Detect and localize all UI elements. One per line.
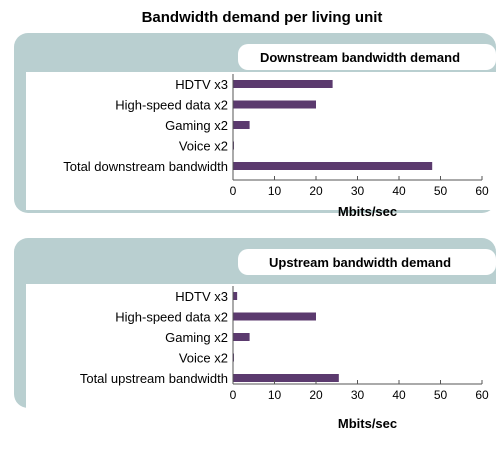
plot-area xyxy=(26,284,496,414)
x-tick-label: 40 xyxy=(392,184,406,198)
category-label: Total downstream bandwidth xyxy=(63,159,228,174)
bar-total-upstream-bandwidth xyxy=(233,374,339,382)
bar-hdtv-x3 xyxy=(233,292,238,300)
bar-hdtv-x3 xyxy=(233,80,333,88)
chart-title: Upstream bandwidth demand xyxy=(269,255,451,270)
category-label: High-speed data x2 xyxy=(115,98,228,113)
category-label: HDTV x3 xyxy=(175,289,228,304)
x-tick-label: 0 xyxy=(230,184,237,198)
chart-title-box xyxy=(238,44,496,70)
page-title: Bandwidth demand per living unit xyxy=(142,9,383,26)
category-label: HDTV x3 xyxy=(175,77,228,92)
category-label: High-speed data x2 xyxy=(115,310,228,325)
chart-title-box xyxy=(238,249,496,275)
x-axis-label: Mbits/sec xyxy=(338,416,397,431)
plot-area xyxy=(26,72,496,210)
bar-total-downstream-bandwidth xyxy=(233,162,433,170)
chart-panels: Downstream bandwidth demand HDTV x3 High-s… xyxy=(14,33,496,431)
bar-gaming-x2 xyxy=(233,333,250,341)
category-label: Voice x2 xyxy=(179,351,228,366)
bar-high-speed-data-x2 xyxy=(233,100,316,109)
x-tick-label: 40 xyxy=(392,388,406,402)
chart-panel-upstream: Upstream bandwidth demand HDTV x3 High-spe… xyxy=(14,238,496,431)
x-tick-label: 30 xyxy=(351,184,365,198)
x-tick-label: 60 xyxy=(475,184,489,198)
chart-panel-downstream: Downstream bandwidth demand HDTV x3 High-s… xyxy=(14,33,496,219)
chart-title: Downstream bandwidth demand xyxy=(260,50,460,65)
category-label: Gaming x2 xyxy=(165,330,228,345)
x-axis-label: Mbits/sec xyxy=(338,204,397,219)
category-label: Voice x2 xyxy=(179,139,228,154)
x-tick-label: 20 xyxy=(309,388,323,402)
x-tick-label: 0 xyxy=(230,388,237,402)
x-tick-label: 10 xyxy=(268,184,282,198)
x-tick-label: 50 xyxy=(434,388,448,402)
x-tick-label: 30 xyxy=(351,388,365,402)
bar-high-speed-data-x2 xyxy=(233,312,316,321)
bar-gaming-x2 xyxy=(233,121,250,129)
x-tick-label: 20 xyxy=(309,184,323,198)
x-tick-label: 50 xyxy=(434,184,448,198)
x-tick-label: 10 xyxy=(268,388,282,402)
category-label: Gaming x2 xyxy=(165,118,228,133)
x-tick-label: 60 xyxy=(475,388,489,402)
category-label: Total upstream bandwidth xyxy=(80,371,228,386)
